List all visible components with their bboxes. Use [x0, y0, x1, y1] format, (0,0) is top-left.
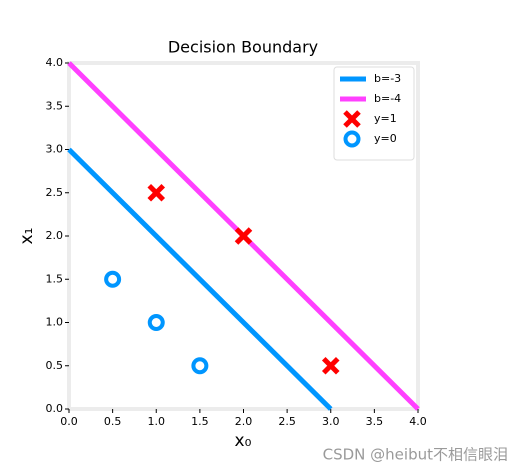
- data-point: [147, 314, 165, 331]
- x-tick-label: 0.0: [60, 415, 78, 428]
- y-tick-label: 1.0: [46, 316, 64, 329]
- watermark: CSDN @heibut不相信眼泪: [323, 446, 508, 464]
- x-tick-label: 1.5: [191, 415, 209, 428]
- legend-label: y=0: [374, 132, 397, 145]
- x-axis-label: x₀: [235, 431, 252, 451]
- x-tick-label: 3.5: [366, 415, 384, 428]
- y-tick-label: 3.5: [46, 99, 64, 112]
- data-point: [147, 183, 166, 202]
- legend-swatch: [343, 110, 361, 128]
- legend-box: [333, 66, 415, 161]
- x-tick-label: 2.0: [235, 415, 253, 428]
- y-tick-label: 4.0: [46, 56, 64, 69]
- y-tick-label: 1.5: [46, 272, 64, 285]
- data-point: [191, 357, 209, 375]
- x-tick-label: 3.0: [322, 415, 340, 428]
- y-tick-label: 2.0: [46, 229, 64, 242]
- data-point: [234, 227, 253, 245]
- legend-label: b=-3: [374, 72, 401, 85]
- x-tick-label: 0.5: [104, 415, 122, 428]
- x-tick-label: 2.5: [278, 415, 296, 428]
- legend-swatch: [343, 130, 361, 148]
- legend-label: y=1: [374, 112, 397, 125]
- boundary-line: [67, 147, 333, 411]
- legend-label: b=-4: [374, 92, 401, 105]
- y-axis-label: x₁: [17, 228, 37, 245]
- x-tick-label: 1.0: [148, 415, 166, 428]
- data-point: [321, 356, 340, 375]
- y-tick-label: 0.0: [46, 402, 64, 415]
- chart-title: Decision Boundary: [168, 38, 318, 57]
- y-tick-label: 2.5: [46, 186, 64, 199]
- data-point: [104, 270, 122, 288]
- y-tick-label: 0.5: [46, 359, 64, 372]
- y-tick-label: 3.0: [46, 143, 64, 156]
- x-tick-label: 4.0: [409, 415, 427, 428]
